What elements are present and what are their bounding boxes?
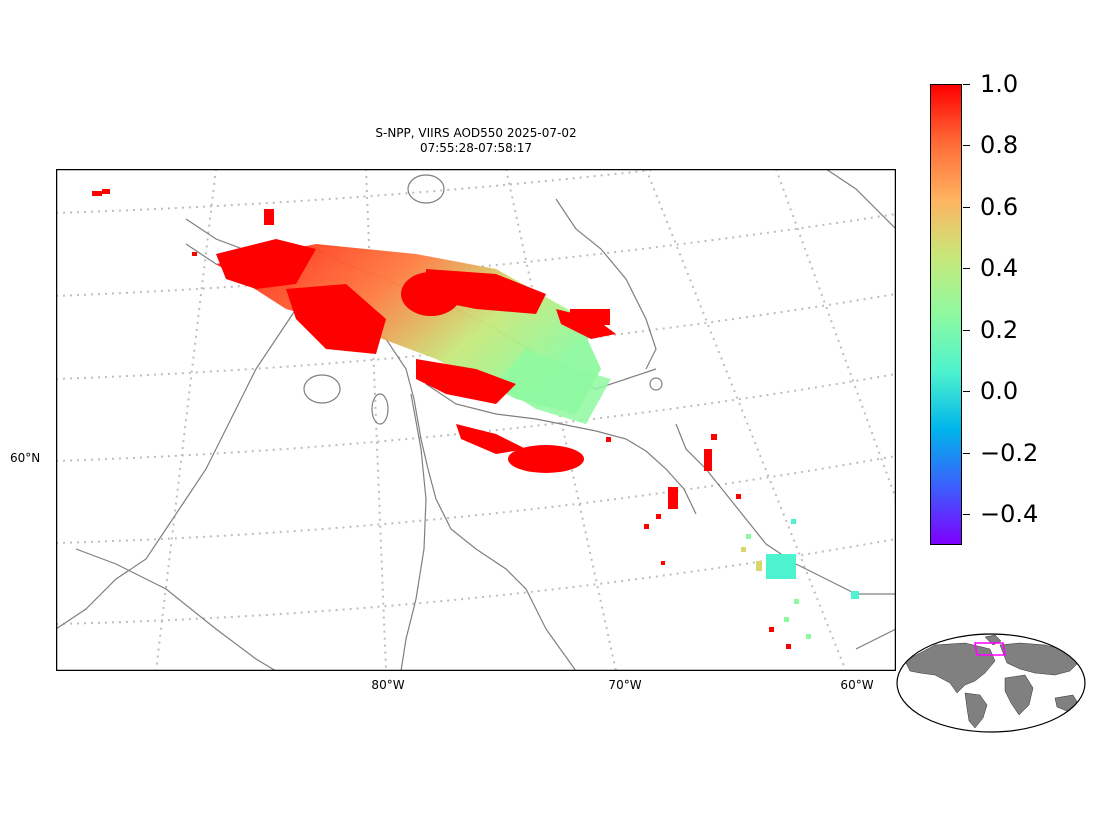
colorbar — [930, 84, 962, 545]
colorbar-tick-label: −0.2 — [980, 438, 1039, 467]
aod-plume-east — [496, 349, 611, 424]
map-title-line2: 07:55:28-07:58:17 — [419, 141, 533, 155]
inset-extent-box — [974, 642, 1006, 656]
coastlines — [56, 169, 896, 671]
longitude-gridlines — [155, 169, 896, 671]
aod-high-strip — [456, 424, 526, 454]
map-border — [56, 169, 896, 671]
colorbar-tick-label: −0.4 — [980, 500, 1039, 529]
colorbar-tick — [963, 145, 970, 147]
colorbar-tick-label: 0.4 — [980, 254, 1019, 283]
colorbar-tick — [963, 84, 970, 85]
colorbar-tick-label: 0.2 — [980, 315, 1019, 344]
aod-high-central — [286, 284, 386, 354]
colorbar-tick — [963, 206, 970, 208]
aod-pixels-low — [741, 519, 859, 639]
inset-land — [904, 634, 1081, 729]
aod-high-south — [416, 359, 516, 404]
map-panel[interactable] — [56, 169, 896, 671]
lat-label-60n: 60°N — [10, 451, 41, 465]
aod-pixels-red — [92, 189, 791, 649]
lon-label-80w: 80°W — [371, 678, 405, 692]
map-title-line1: S-NPP, VIIRS AOD550 2025-07-02 — [375, 126, 577, 140]
map-svg — [56, 169, 896, 671]
aod-high-north — [426, 269, 546, 314]
colorbar-tick — [963, 329, 970, 331]
lon-label-70w: 70°W — [608, 678, 642, 692]
colorbar-tick-label: 1.0 — [980, 70, 1019, 98]
aod-swath — [92, 189, 859, 649]
map-title: S-NPP, VIIRS AOD550 2025-07-02 07:55:28-… — [300, 126, 652, 156]
colorbar-tick — [963, 452, 970, 454]
locator-inset-map — [895, 633, 1088, 734]
aod-high-west — [216, 239, 316, 289]
colorbar-tick — [963, 391, 970, 393]
colorbar-tick — [963, 514, 970, 516]
colorbar-tick — [963, 268, 970, 270]
locator-globe — [896, 633, 1086, 733]
colorbar-tick-label: 0.8 — [980, 131, 1019, 160]
aod-high-blob-south — [508, 445, 584, 473]
colorbar-tick-label: 0.6 — [980, 192, 1019, 221]
lon-label-60w: 60°W — [840, 678, 874, 692]
colorbar-tick-label: 0.0 — [980, 377, 1019, 406]
